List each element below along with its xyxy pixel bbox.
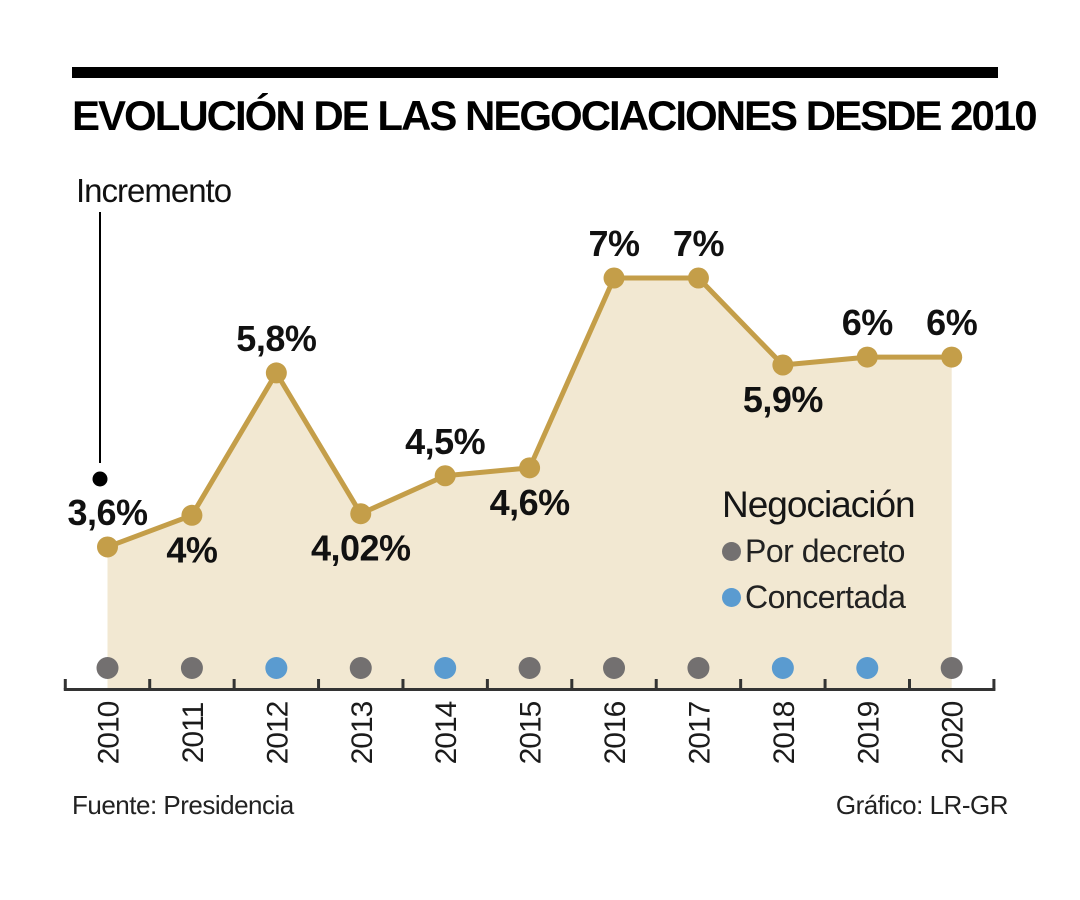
value-label-2019: 6% — [842, 302, 894, 343]
data-point-2010 — [97, 536, 118, 558]
value-label-2012: 5,8% — [236, 318, 317, 359]
x-tick-label-2020: 2020 — [937, 701, 970, 764]
source-credit: Fuente: Presidencia — [72, 790, 294, 820]
x-tick-label-2013: 2013 — [346, 701, 379, 764]
legend: Negociación Por decreto Concertada — [722, 482, 916, 620]
legend-item-concertada: Concertada — [722, 574, 915, 620]
negotiation-type-dot-2011 — [180, 657, 203, 679]
annotation-dot — [92, 471, 108, 487]
x-tick-label-2017: 2017 — [683, 701, 716, 764]
data-point-2017 — [687, 267, 709, 289]
legend-title: Negociación — [722, 484, 916, 525]
value-label-2016: 7% — [589, 223, 641, 264]
legend-item-por-decreto: Por decreto — [722, 528, 915, 574]
negotiation-type-dot-2020 — [940, 657, 963, 679]
data-point-2016 — [603, 267, 625, 289]
x-tick-label-2019: 2019 — [852, 701, 885, 764]
top-rule-bar — [72, 67, 998, 78]
y-axis-annotation-label: Incremento — [76, 172, 232, 209]
x-tick-label-2011: 2011 — [177, 702, 210, 763]
negotiation-type-dot-2015 — [518, 657, 541, 679]
data-point-2015 — [519, 457, 541, 479]
negotiation-type-dot-2018 — [771, 657, 794, 679]
legend-item-label: Concertada — [745, 578, 906, 615]
area-fill — [107, 278, 952, 689]
data-point-2020 — [941, 346, 963, 368]
legend-item-label: Por decreto — [745, 532, 905, 569]
concertada-dot-icon — [722, 587, 741, 607]
negotiation-type-dot-2017 — [687, 657, 710, 679]
value-label-2017: 7% — [673, 223, 725, 264]
x-tick-label-2012: 2012 — [261, 701, 294, 764]
negotiation-type-dot-2019 — [856, 657, 879, 679]
value-label-2015: 4,6% — [490, 482, 571, 523]
negotiation-type-dot-2013 — [349, 657, 372, 679]
por-decreto-dot-icon — [722, 541, 741, 561]
negotiation-type-dot-2014 — [434, 657, 457, 679]
data-point-2019 — [856, 346, 878, 368]
value-label-2011: 4% — [166, 529, 218, 570]
data-point-2014 — [434, 465, 456, 487]
data-point-2011 — [181, 504, 203, 526]
value-label-2020: 6% — [926, 302, 978, 343]
x-tick-label-2016: 2016 — [599, 701, 632, 764]
data-point-2012 — [265, 362, 287, 384]
negotiation-type-dot-2016 — [603, 657, 626, 679]
data-point-2018 — [772, 354, 794, 376]
x-tick-label-2015: 2015 — [515, 701, 548, 764]
x-tick-label-2010: 2010 — [93, 701, 126, 764]
data-point-2013 — [350, 503, 372, 525]
value-label-2010: 3,6% — [67, 492, 148, 533]
negotiation-type-dot-2012 — [265, 657, 288, 679]
graphic-credit: Gráfico: LR-GR — [835, 790, 1009, 820]
x-tick-label-2018: 2018 — [768, 701, 801, 764]
chart-title: EVOLUCIÓN DE LAS NEGOCIACIONES DESDE 201… — [72, 92, 1038, 139]
negotiation-type-dot-2010 — [96, 657, 119, 679]
value-label-2018: 5,9% — [743, 379, 824, 420]
x-tick-label-2014: 2014 — [430, 701, 463, 764]
value-label-2014: 4,5% — [405, 421, 486, 462]
value-label-2013: 4,02% — [311, 528, 411, 569]
